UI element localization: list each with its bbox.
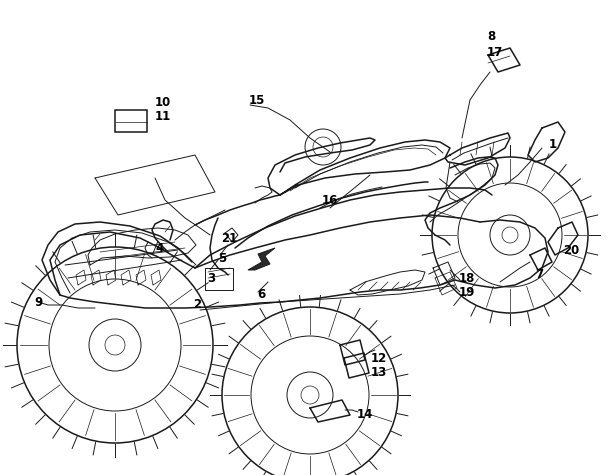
Polygon shape [248,248,275,270]
Text: 4: 4 [155,241,163,255]
Text: 8: 8 [487,30,495,44]
Text: 15: 15 [249,94,266,106]
Text: 17: 17 [487,47,503,59]
Text: 18: 18 [459,272,476,285]
Text: 11: 11 [155,111,171,124]
Text: 14: 14 [357,408,373,421]
Text: 3: 3 [207,272,215,285]
Text: 10: 10 [155,96,171,110]
Text: 2: 2 [193,298,201,312]
Text: 5: 5 [218,251,226,265]
Text: 12: 12 [371,352,387,364]
Bar [115,110,147,132]
Text: 9: 9 [34,295,42,308]
Text: 7: 7 [535,268,543,282]
Text: 20: 20 [563,244,579,256]
Text: 6: 6 [257,288,265,302]
Text: 16: 16 [322,193,338,207]
Text: 1: 1 [549,139,557,152]
Text: 21: 21 [221,231,237,245]
Text: 19: 19 [459,285,476,298]
Text: 13: 13 [371,365,387,379]
Bar [205,268,233,290]
